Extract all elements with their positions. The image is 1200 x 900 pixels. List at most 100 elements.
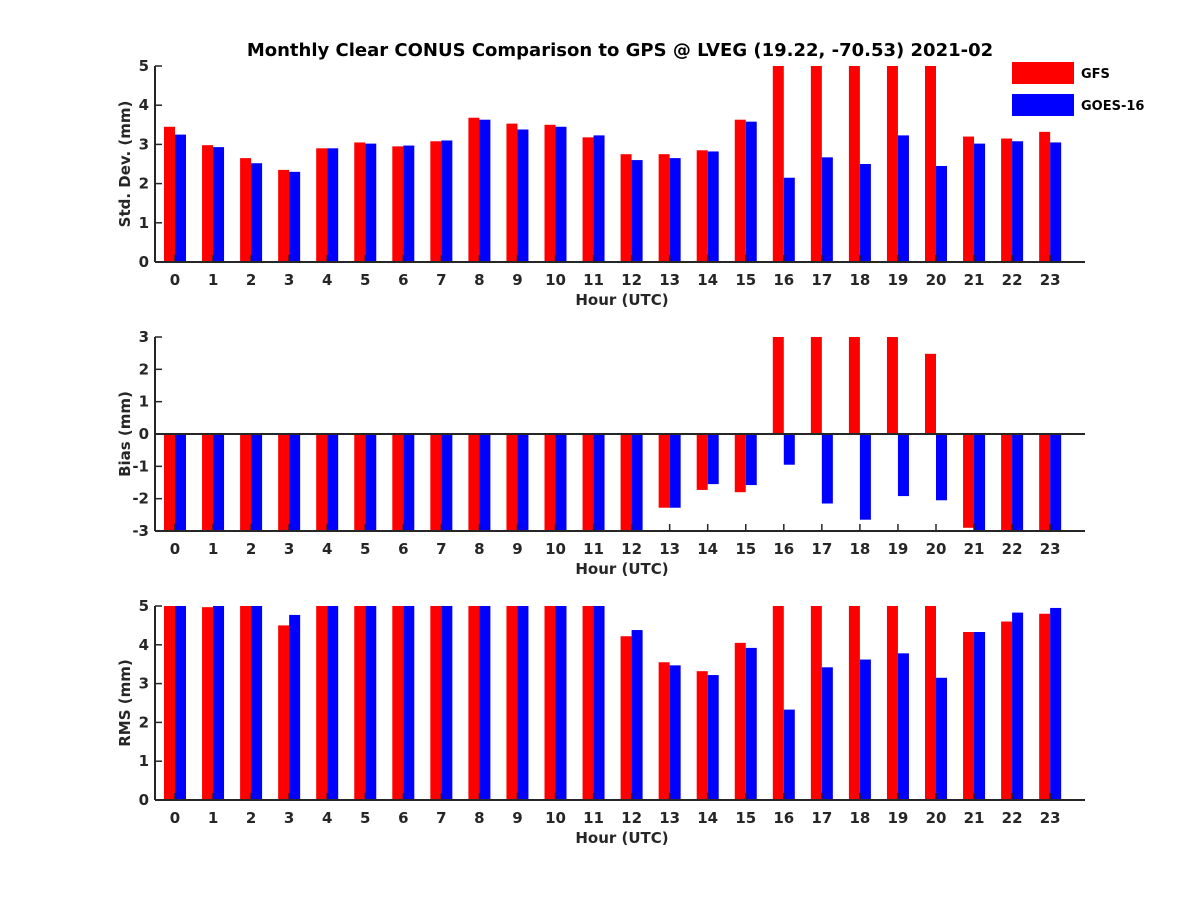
bar	[1001, 434, 1013, 531]
bar	[821, 667, 833, 800]
bar	[365, 606, 377, 800]
bar	[734, 642, 746, 800]
y-tick-label: -1	[132, 457, 149, 475]
bar	[1012, 612, 1024, 800]
x-tick-label: 11	[583, 271, 604, 289]
x-tick-label: 1	[208, 809, 218, 827]
x-tick-label: 5	[360, 540, 370, 558]
x-tick-label: 2	[246, 809, 256, 827]
bar	[783, 709, 795, 800]
x-tick-label: 3	[284, 271, 294, 289]
bar	[897, 135, 909, 262]
bar	[202, 607, 214, 800]
bar	[278, 169, 290, 262]
bar	[886, 337, 898, 434]
bar	[392, 146, 404, 262]
bar	[544, 124, 556, 262]
x-tick-label: 22	[1002, 809, 1023, 827]
x-tick-label: 21	[964, 809, 985, 827]
bar	[479, 606, 491, 800]
x-tick-label: 7	[436, 809, 446, 827]
y-axis-label: Bias (mm)	[116, 391, 134, 477]
bar	[213, 434, 225, 531]
bar	[278, 625, 290, 800]
bar	[707, 151, 719, 262]
bar	[240, 158, 252, 262]
x-tick-label: 17	[811, 540, 832, 558]
bar	[1012, 434, 1024, 531]
bar	[925, 606, 936, 800]
legend-label-gfs: GFS	[1081, 67, 1110, 82]
bar	[555, 434, 567, 531]
x-tick-label: 0	[170, 540, 180, 558]
x-tick-label: 6	[398, 540, 408, 558]
bar	[1001, 621, 1013, 800]
x-tick-label: 23	[1040, 271, 1061, 289]
bar	[963, 631, 975, 800]
bar	[745, 434, 757, 486]
bar	[441, 434, 453, 531]
bar	[175, 434, 186, 531]
y-tick-label: 2	[139, 175, 149, 193]
bar	[631, 630, 643, 800]
bar	[1039, 434, 1051, 531]
bar	[316, 606, 328, 800]
x-tick-label: 15	[735, 809, 756, 827]
y-axis-label: Std. Dev. (mm)	[116, 101, 134, 228]
bar	[848, 606, 860, 800]
bar	[821, 434, 833, 504]
bar	[936, 434, 947, 501]
bar	[886, 66, 898, 262]
y-tick-label: -2	[132, 490, 149, 508]
bar	[468, 434, 480, 531]
y-tick-label: 0	[139, 425, 149, 443]
bar	[278, 434, 290, 531]
x-axis-label: Hour (UTC)	[575, 291, 668, 309]
bar	[963, 136, 975, 262]
series-goes-16	[175, 119, 1062, 262]
bar	[175, 606, 186, 800]
bar	[936, 677, 947, 800]
bar	[669, 665, 681, 800]
bar	[430, 141, 442, 262]
bar	[897, 434, 909, 497]
bar	[974, 434, 986, 531]
bar	[1039, 613, 1051, 800]
bar	[1050, 434, 1062, 531]
x-tick-label: 4	[322, 271, 332, 289]
y-tick-label: 3	[139, 135, 149, 153]
x-tick-label: 14	[697, 271, 718, 289]
x-tick-label: 2	[246, 540, 256, 558]
x-tick-label: 8	[474, 540, 484, 558]
bar	[658, 154, 670, 262]
y-tick-label: 1	[139, 393, 149, 411]
bar	[821, 157, 833, 262]
bar	[327, 434, 339, 531]
x-tick-label: 3	[284, 809, 294, 827]
y-tick-label: 3	[139, 328, 149, 346]
legend-swatch-goes16	[1012, 94, 1074, 116]
bar	[479, 434, 491, 531]
x-tick-label: 15	[735, 540, 756, 558]
x-tick-label: 4	[322, 540, 332, 558]
bar	[202, 434, 214, 531]
bar	[555, 606, 567, 800]
bar	[886, 606, 898, 800]
bar	[745, 647, 757, 800]
bar	[468, 606, 480, 800]
x-tick-label: 11	[583, 809, 604, 827]
bar	[327, 606, 339, 800]
x-tick-label: 3	[284, 540, 294, 558]
x-tick-label: 5	[360, 809, 370, 827]
x-tick-label: 18	[849, 271, 870, 289]
bar	[441, 606, 453, 800]
bar	[707, 675, 719, 800]
bar	[669, 434, 681, 508]
bar	[544, 606, 556, 800]
y-tick-label: 4	[139, 96, 149, 114]
x-tick-label: 8	[474, 271, 484, 289]
x-tick-label: 0	[170, 809, 180, 827]
bar	[517, 129, 529, 262]
bar	[593, 434, 605, 531]
bar	[365, 434, 377, 531]
